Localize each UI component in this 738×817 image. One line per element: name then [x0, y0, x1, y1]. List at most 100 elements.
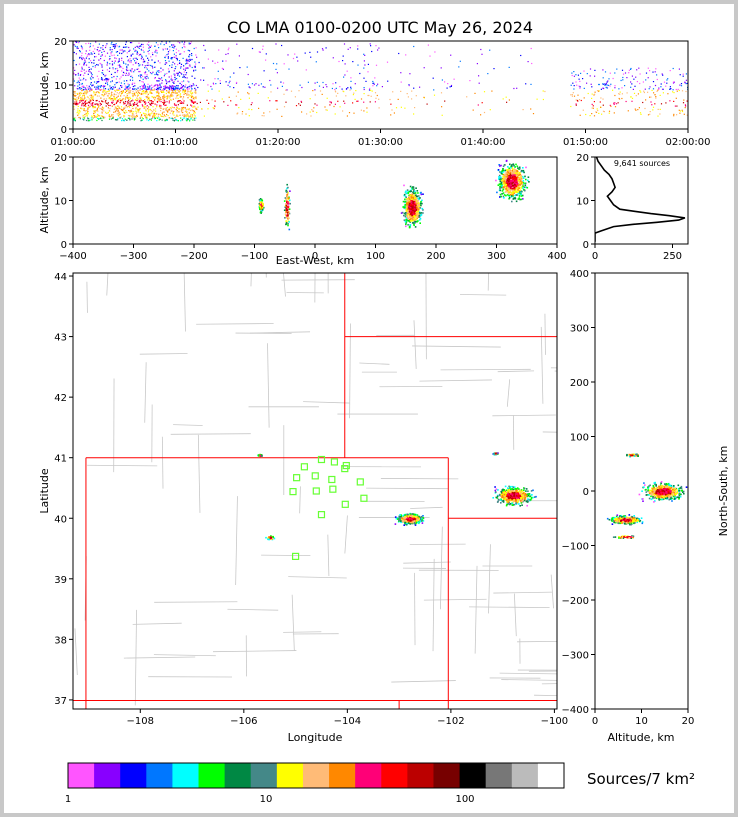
- plan-view-source: [272, 537, 274, 539]
- time-height-source: [344, 74, 346, 76]
- time-height-source: [154, 112, 156, 114]
- time-height-source: [179, 42, 181, 44]
- east-west-source: [409, 224, 412, 226]
- time-height-source: [179, 90, 181, 92]
- time-height-source: [221, 98, 223, 100]
- time-height-source: [119, 49, 121, 51]
- east-west-source: [262, 206, 265, 209]
- east-west-source: [510, 167, 512, 169]
- time-height-source: [681, 109, 683, 111]
- time-height-source: [146, 64, 148, 66]
- time-height-source: [87, 96, 89, 98]
- time-height-source: [270, 84, 272, 86]
- east-west-source: [500, 171, 502, 173]
- time-height-source: [153, 85, 155, 87]
- time-height-source: [676, 90, 678, 92]
- time-height-source: [450, 54, 452, 56]
- time-height-source: [183, 74, 185, 76]
- plan-view-source: [415, 522, 417, 525]
- time-height-source: [178, 91, 180, 93]
- time-height-source: [99, 102, 101, 104]
- time-height-source: [575, 103, 577, 105]
- east-west-source: [409, 218, 412, 221]
- time-height-source: [187, 97, 189, 99]
- time-height-source: [178, 108, 180, 110]
- plan-view-source: [403, 519, 405, 522]
- time-height-source: [368, 94, 370, 97]
- time-height-source: [100, 58, 102, 60]
- time-height-source: [654, 94, 656, 96]
- time-height-source: [131, 77, 134, 79]
- count-tick-label: 250: [663, 251, 682, 262]
- time-height-source: [201, 108, 203, 110]
- east-west-source: [407, 219, 409, 222]
- time-height-source: [136, 50, 138, 53]
- east-west-source: [517, 181, 520, 183]
- east-west-source: [413, 222, 415, 224]
- east-west-source: [499, 196, 501, 198]
- time-height-ylabel: Altitude, km: [38, 51, 51, 118]
- time-height-source: [180, 87, 182, 90]
- time-height-source: [332, 57, 334, 59]
- time-height-source: [259, 51, 261, 53]
- time-height-source: [281, 85, 283, 87]
- time-height-source: [675, 88, 677, 91]
- time-height-source: [126, 97, 128, 99]
- east-west-source: [285, 208, 288, 211]
- time-height-source: [165, 107, 167, 109]
- time-height-source: [582, 109, 584, 111]
- time-height-source: [122, 71, 125, 73]
- time-height-source: [155, 95, 158, 97]
- time-height-source: [188, 50, 191, 52]
- time-height-source: [684, 104, 686, 106]
- county-border: [506, 379, 511, 407]
- time-height-source: [142, 81, 144, 83]
- east-west-source: [289, 190, 291, 192]
- time-height-source: [84, 91, 86, 93]
- east-west-source: [504, 177, 507, 180]
- east-west-source: [405, 196, 407, 199]
- time-height-source: [97, 91, 99, 93]
- east-west-source: [405, 212, 407, 214]
- time-height-source: [166, 95, 168, 97]
- time-height-source: [304, 52, 306, 54]
- time-height-source: [73, 93, 75, 95]
- time-height-source: [84, 87, 87, 89]
- time-height-source: [117, 110, 119, 112]
- time-height-source: [129, 42, 132, 44]
- time-height-source: [154, 108, 157, 110]
- time-height-source: [111, 91, 113, 93]
- time-height-source: [177, 104, 179, 106]
- time-height-source: [180, 101, 183, 103]
- east-west-source: [515, 191, 517, 194]
- east-west-source: [413, 190, 415, 192]
- time-height-source: [188, 65, 190, 67]
- time-height-source: [117, 117, 119, 120]
- time-height-source: [117, 95, 119, 97]
- time-height-source: [77, 114, 79, 116]
- time-height-source: [80, 74, 82, 76]
- time-height-source: [73, 44, 75, 46]
- time-height-source: [294, 96, 296, 98]
- time-height-source: [542, 98, 544, 101]
- time-height-source: [357, 100, 359, 102]
- time-height-source: [112, 45, 114, 48]
- time-height-source: [186, 111, 188, 113]
- county-border: [173, 424, 203, 426]
- time-height-source: [154, 85, 156, 87]
- plan-view-source: [272, 536, 274, 538]
- time-height-source: [194, 61, 196, 63]
- time-height-source: [166, 101, 168, 103]
- time-height-source: [174, 90, 176, 92]
- time-height-source: [105, 100, 107, 102]
- time-height-source: [610, 83, 612, 85]
- time-height-source: [131, 116, 133, 118]
- time-height-source: [288, 68, 290, 70]
- time-height-source: [670, 88, 672, 90]
- east-west-source: [408, 204, 410, 207]
- time-height-source: [114, 60, 116, 62]
- time-height-source: [112, 114, 114, 116]
- time-height-source: [634, 108, 636, 110]
- east-west-source: [411, 193, 414, 195]
- plan-view-source: [407, 515, 409, 518]
